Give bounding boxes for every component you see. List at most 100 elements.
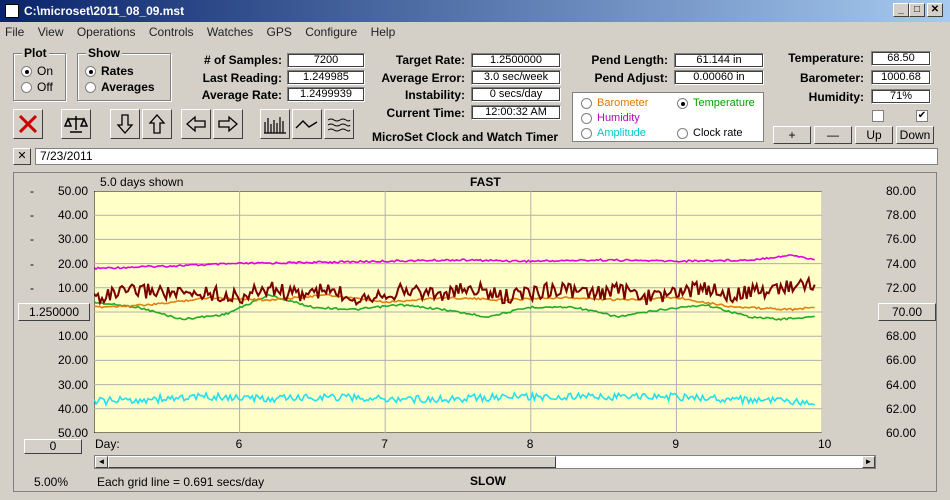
clock-rate-radio[interactable]: Clock rate — [677, 127, 743, 139]
app-icon — [5, 4, 19, 18]
amplitude-radio[interactable]: Amplitude — [581, 127, 646, 139]
note-input[interactable]: 7/23/2011 — [35, 148, 938, 165]
day-axis-label: Day: — [95, 437, 120, 451]
plot-off-radio[interactable]: Off — [21, 80, 53, 94]
menu-watches[interactable]: Watches — [206, 25, 254, 39]
barometer-radio[interactable]: Barometer — [581, 97, 648, 109]
radio-off-icon — [677, 127, 688, 139]
menu-gps[interactable]: GPS — [266, 25, 292, 39]
chart-scrollbar[interactable]: ◄ ► — [94, 455, 876, 469]
plot-group-title: Plot — [22, 46, 49, 60]
scroll-up-button[interactable]: Up — [855, 126, 893, 144]
series-barometer — [94, 293, 815, 312]
pend-adjust-label: Pend Adjust: — [594, 71, 668, 85]
show-averages-label: Averages — [101, 80, 155, 94]
center-value-button[interactable]: 1.250000 — [18, 303, 90, 321]
amplitude-option-label: Amplitude — [597, 127, 646, 139]
show-rates-label: Rates — [101, 64, 134, 78]
scroll-right-button[interactable]: ► — [862, 456, 875, 468]
grid-note: Each grid line = 0.691 secs/day — [97, 475, 265, 489]
arrow-right-icon — [218, 115, 238, 133]
y-left-tick-label: 20.00 — [57, 353, 88, 368]
close-window-button[interactable]: ✕ — [927, 3, 943, 17]
show-averages-radio[interactable]: Averages — [85, 80, 155, 94]
pend-length-label: Pend Length: — [591, 53, 668, 67]
x-tick-label: 6 — [235, 437, 243, 451]
y-left-tick-label: 20.00 — [57, 256, 88, 271]
show-rates-radio[interactable]: Rates — [85, 64, 134, 78]
menu-file[interactable]: File — [5, 25, 25, 39]
window-title: C:\microset\2011_08_09.mst — [24, 4, 185, 18]
y-right-tick-label: 62.00 — [886, 401, 917, 416]
radio-off-icon — [581, 127, 592, 139]
y-left-tick-label: 50.00 — [57, 184, 88, 198]
y-right-tick-label: 78.00 — [886, 208, 917, 223]
bar-graph-button[interactable] — [260, 109, 290, 139]
line-graph-button[interactable] — [292, 109, 322, 139]
plot-off-label: Off — [37, 80, 53, 94]
menu-help[interactable]: Help — [370, 25, 396, 39]
clock-rate-option-label: Clock rate — [693, 127, 743, 139]
target-rate-label: Target Rate: — [395, 53, 465, 67]
average-error-value: 3.0 sec/week — [471, 70, 561, 85]
left-button[interactable] — [181, 109, 211, 139]
series-humidity — [94, 254, 815, 271]
menu-view[interactable]: View — [37, 25, 64, 39]
average-rate-value: 1.2499939 — [287, 87, 365, 102]
y-right-tick-label: 80.00 — [886, 184, 917, 198]
series-clock-rate — [94, 275, 816, 307]
plot-group: Plot On Off — [13, 46, 66, 101]
menu-controls[interactable]: Controls — [148, 25, 194, 39]
fast-label: FAST — [470, 175, 501, 189]
checkbox-2[interactable]: ✔ — [916, 110, 928, 122]
close-x-icon — [18, 114, 38, 134]
samples-value: 7200 — [287, 53, 365, 68]
balance-scale-icon — [63, 116, 89, 133]
radio-off-icon — [21, 82, 32, 94]
temperature-label: Temperature: — [788, 51, 864, 65]
zoom-out-button[interactable]: — — [814, 126, 852, 144]
note-close-button[interactable]: ✕ — [13, 148, 31, 165]
right-center-button[interactable]: 70.00 — [878, 303, 936, 321]
scroll-down-button[interactable]: Down — [896, 126, 934, 144]
zoom-in-button[interactable]: + — [773, 126, 811, 144]
y-left-tick-label: 10.00 — [57, 280, 88, 295]
menu-operations[interactable]: Operations — [76, 25, 136, 39]
y-left-tick-label: 30.00 — [57, 232, 88, 247]
x-tick-label: 7 — [381, 437, 388, 451]
y-left-tick-label: 30.00 — [57, 377, 88, 392]
scroll-left-button[interactable]: ◄ — [95, 456, 108, 468]
menu-configure[interactable]: Configure — [305, 25, 358, 39]
right-button[interactable] — [213, 109, 243, 139]
show-group: Show Rates Averages — [77, 46, 171, 101]
y-left-tick-label: 10.00 — [57, 329, 88, 344]
bar-graph-icon — [264, 117, 286, 134]
average-rate-label: Average Rate: — [201, 88, 282, 102]
temperature-option-label: Temperature — [693, 97, 755, 109]
radio-off-icon — [85, 82, 96, 94]
y-left-tick-sign: - — [30, 232, 34, 247]
arrow-up-icon — [148, 114, 166, 134]
minimize-button[interactable]: _ — [893, 3, 909, 17]
slow-label: SLOW — [470, 474, 506, 488]
stop-button[interactable] — [13, 109, 43, 139]
plot-on-radio[interactable]: On — [21, 64, 53, 78]
y-left-tick-sign: - — [30, 208, 34, 223]
zoom-percent: 5.00% — [34, 475, 69, 489]
down-button[interactable] — [110, 109, 140, 139]
wave-graph-button[interactable] — [324, 109, 354, 139]
y-right-tick-label: 64.00 — [886, 377, 917, 392]
left-bottom-button[interactable]: 0 — [24, 439, 82, 454]
temperature-radio[interactable]: Temperature — [677, 97, 755, 109]
y-left-tick-label: 50.00 — [57, 426, 88, 440]
up-button[interactable] — [142, 109, 172, 139]
barometer-value: 1000.68 — [871, 70, 931, 85]
radio-off-icon — [581, 97, 592, 109]
scroll-thumb[interactable] — [108, 456, 556, 468]
balance-button[interactable] — [61, 109, 91, 139]
checkbox-1[interactable] — [872, 110, 884, 122]
average-error-label: Average Error: — [381, 71, 465, 85]
humidity-radio[interactable]: Humidity — [581, 112, 640, 124]
title-bar: C:\microset\2011_08_09.mst _ □ ✕ — [0, 0, 950, 22]
maximize-button[interactable]: □ — [909, 3, 925, 17]
